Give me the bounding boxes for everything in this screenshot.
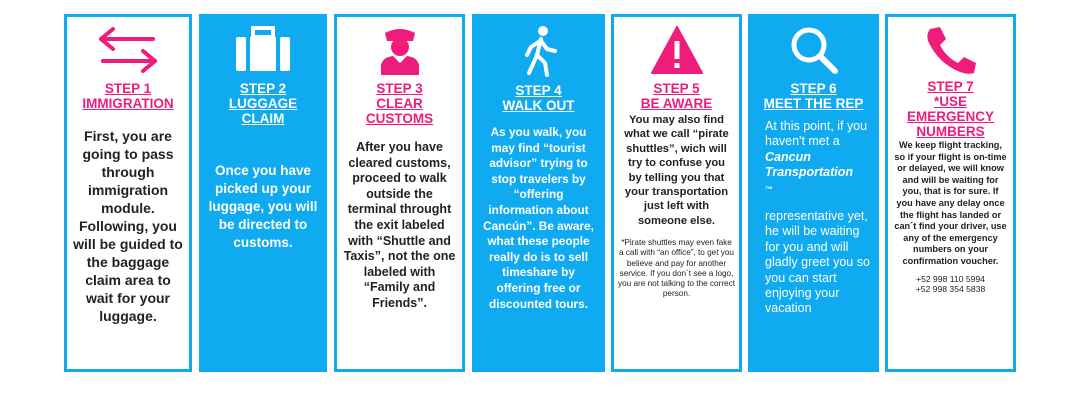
luggage-icon xyxy=(236,26,290,71)
step-7-card: STEP 7 *USE EMERGENCY NUMBERS We keep fl… xyxy=(885,14,1016,372)
step-4-body: As you walk, you may find “tourist advis… xyxy=(483,125,594,311)
step-3-body: After you have cleared customs, proceed … xyxy=(343,140,456,310)
step-5-card: STEP 5 BE AWARE You may also find what w… xyxy=(611,14,742,372)
step-6-title: STEP 6 MEET THE REP xyxy=(763,81,864,111)
step-2-body: Once you have picked up your luggage, yo… xyxy=(208,163,318,250)
step-2-title: STEP 2 LUGGAGE CLAIM xyxy=(228,81,298,126)
step-1-title: STEP 1 IMMIGRATION xyxy=(82,81,174,111)
step-2-card: STEP 2 LUGGAGE CLAIM Once you have picke… xyxy=(199,14,327,372)
step-5-note: *Pirate shuttles may even fake a call wi… xyxy=(618,238,735,299)
step-5-body: You may also find what we call “pirate s… xyxy=(624,114,729,227)
step-3-card: STEP 3 CLEAR CUSTOMS After you have clea… xyxy=(334,14,465,372)
magnifier-icon xyxy=(791,27,838,74)
step-7-title: STEP 7 *USE EMERGENCY NUMBERS xyxy=(906,79,994,139)
step-6-body: At this point, if you haven't met a Canc… xyxy=(765,119,870,316)
warning-icon xyxy=(650,26,703,74)
step-7-body: We keep flight tracking, so if your flig… xyxy=(894,140,1007,266)
arrows-icon xyxy=(99,27,157,73)
step-3-title: STEP 3 CLEAR CUSTOMS xyxy=(365,81,434,126)
officer-icon xyxy=(380,29,419,75)
step-4-title: STEP 4 WALK OUT xyxy=(502,83,575,113)
phone-number-2[interactable]: +52 998 354 5838 xyxy=(915,283,986,294)
walking-person-icon xyxy=(524,26,557,77)
step-1-body: First, you are going to pass through imm… xyxy=(73,128,183,324)
step-1-card: STEP 1 IMMIGRATION First, you are going … xyxy=(64,14,192,372)
step-4-card: STEP 4 WALK OUT As you walk, you may fin… xyxy=(472,14,605,372)
phone-number-1[interactable]: +52 998 110 5994 xyxy=(916,273,985,284)
phone-icon xyxy=(926,27,976,74)
emergency-phones: +52 998 110 5994 +52 998 354 5838 xyxy=(888,274,1013,294)
step-5-title: STEP 5 BE AWARE xyxy=(640,81,713,111)
step-6-card: STEP 6 MEET THE REP At this point, if yo… xyxy=(748,14,879,372)
